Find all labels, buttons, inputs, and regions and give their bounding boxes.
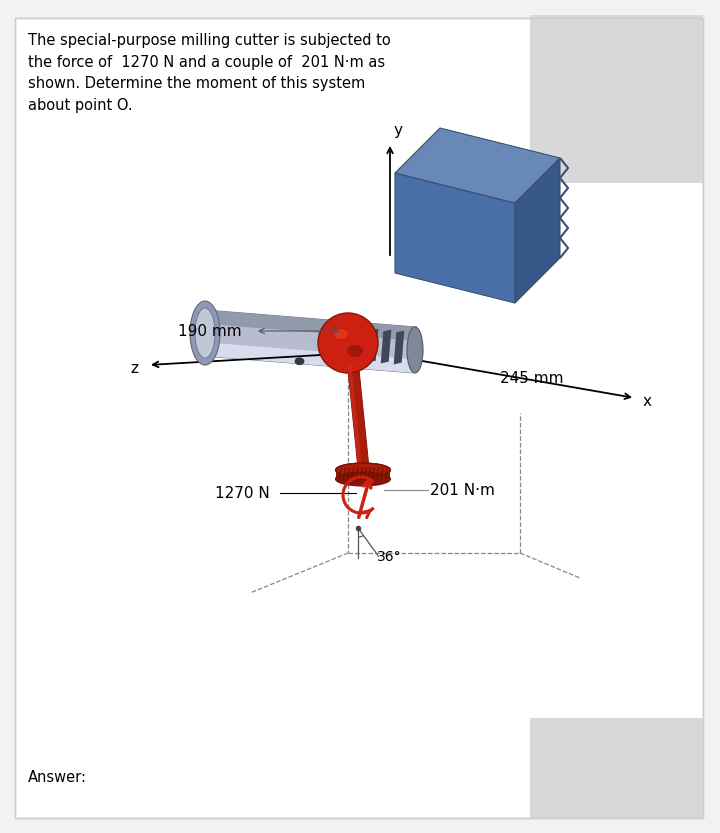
Polygon shape: [348, 365, 361, 463]
Text: The special-purpose milling cutter is subjected to
the force of  1270 N and a co: The special-purpose milling cutter is su…: [28, 33, 391, 112]
Text: y: y: [394, 123, 403, 138]
Ellipse shape: [318, 313, 378, 373]
Text: 201 N·m: 201 N·m: [430, 482, 495, 497]
Polygon shape: [530, 718, 703, 818]
Polygon shape: [206, 310, 417, 341]
Text: 36°: 36°: [377, 550, 402, 564]
Polygon shape: [329, 326, 339, 359]
Polygon shape: [342, 327, 352, 360]
Ellipse shape: [334, 329, 348, 339]
Polygon shape: [395, 128, 560, 203]
Text: Answer:: Answer:: [28, 770, 87, 785]
FancyBboxPatch shape: [15, 18, 703, 818]
Ellipse shape: [190, 301, 220, 365]
Text: x: x: [643, 393, 652, 408]
Polygon shape: [355, 327, 365, 362]
Polygon shape: [530, 15, 703, 183]
Ellipse shape: [347, 345, 363, 357]
Ellipse shape: [195, 308, 215, 358]
Polygon shape: [203, 310, 417, 373]
Text: 190 mm: 190 mm: [178, 323, 242, 338]
Ellipse shape: [336, 463, 390, 477]
Polygon shape: [395, 173, 515, 303]
Ellipse shape: [336, 472, 390, 486]
Polygon shape: [336, 470, 390, 479]
Text: 1270 N: 1270 N: [215, 486, 270, 501]
Ellipse shape: [295, 358, 304, 365]
Polygon shape: [368, 329, 378, 362]
Polygon shape: [348, 365, 369, 463]
Polygon shape: [381, 330, 391, 363]
Text: 245 mm: 245 mm: [500, 371, 564, 386]
Polygon shape: [394, 331, 405, 364]
Ellipse shape: [407, 327, 423, 373]
Text: z: z: [130, 361, 138, 376]
Polygon shape: [515, 158, 560, 303]
Polygon shape: [203, 342, 414, 373]
